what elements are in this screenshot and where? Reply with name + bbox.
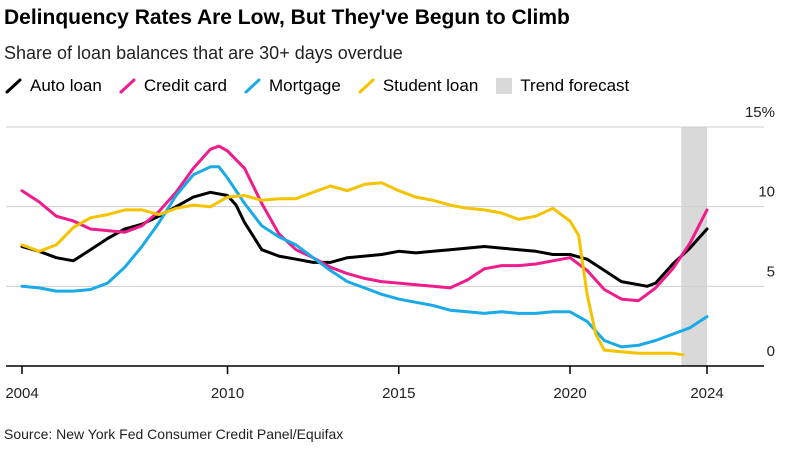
source-note: Source: New York Fed Consumer Credit Pan… [4, 426, 344, 442]
x-tick-label: 2015 [382, 385, 415, 402]
legend-item-auto-loan: Auto loan [4, 76, 102, 96]
auto-loan-line-icon [5, 78, 22, 94]
x-tick-label: 2010 [211, 385, 244, 402]
x-tick-label: 2020 [553, 385, 586, 402]
legend-label-auto-loan: Auto loan [30, 76, 102, 95]
y-tick-label: 15% [745, 104, 775, 121]
mortgage-line-icon [244, 78, 261, 94]
legend-label-student-loan: Student loan [382, 76, 479, 95]
x-tick-label: 2004 [5, 385, 38, 402]
y-tick-label: 0 [767, 343, 775, 360]
legend-label-credit-card: Credit card [143, 76, 227, 95]
chart-title: Delinquency Rates Are Low, But They've B… [4, 6, 570, 29]
legend-item-student-loan: Student loan [357, 76, 478, 96]
legend-item-credit-card: Credit card [118, 76, 227, 96]
x-tick-label: 2024 [690, 385, 723, 402]
series-line-mortgage [20, 165, 709, 349]
y-tick-label: 10 [758, 184, 775, 201]
legend-item-trend-forecast: Trend forecast [494, 76, 629, 96]
legend-label-mortgage: Mortgage [268, 76, 341, 95]
credit-card-line-icon [119, 78, 136, 94]
y-tick-label: 5 [767, 263, 775, 280]
series-line-credit [20, 144, 709, 303]
legend-label-trend-forecast: Trend forecast [520, 76, 630, 95]
series-line-student [20, 181, 685, 357]
chart-legend: Auto loan Credit card Mortgage Student l… [4, 76, 645, 96]
chart-subtitle: Share of loan balances that are 30+ days… [4, 43, 403, 63]
student-loan-line-icon [358, 78, 375, 94]
trend-forecast-swatch-icon [496, 78, 513, 94]
legend-item-mortgage: Mortgage [243, 76, 341, 96]
